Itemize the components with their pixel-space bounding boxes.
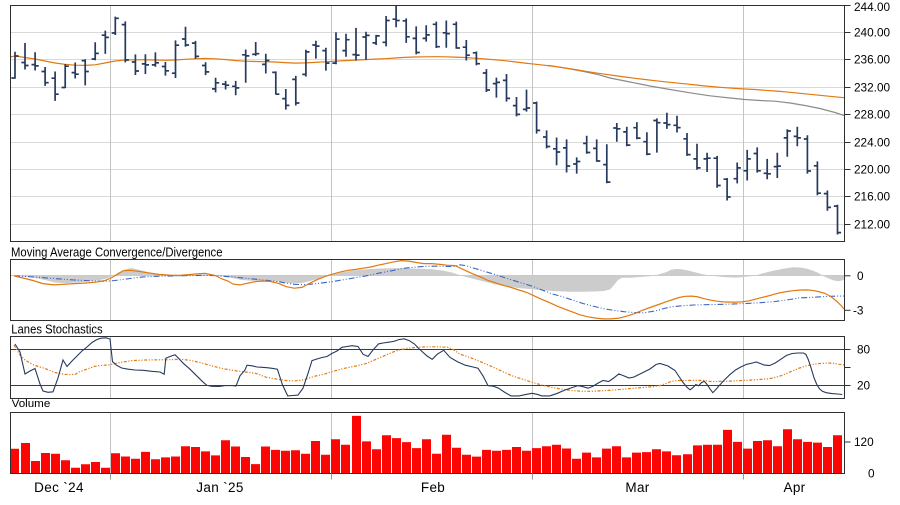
svg-text:212.00: 212.00 (854, 218, 891, 232)
svg-text:236.00: 236.00 (854, 53, 891, 67)
svg-text:Dec `24: Dec `24 (34, 480, 84, 495)
svg-text:80: 80 (857, 342, 871, 356)
svg-text:0: 0 (868, 467, 875, 481)
svg-text:Mar: Mar (625, 480, 649, 495)
svg-text:Feb: Feb (421, 480, 445, 495)
svg-text:120: 120 (854, 435, 874, 449)
svg-text:-3: -3 (853, 303, 864, 317)
svg-text:244.00: 244.00 (854, 0, 891, 14)
svg-text:Apr: Apr (783, 480, 805, 495)
svg-text:240.00: 240.00 (854, 26, 891, 40)
svg-text:216.00: 216.00 (854, 190, 891, 204)
svg-text:Lanes Stochastics: Lanes Stochastics (11, 322, 103, 337)
svg-text:Jan `25: Jan `25 (196, 480, 243, 495)
svg-text:224.00: 224.00 (854, 136, 891, 150)
svg-text:232.00: 232.00 (854, 81, 891, 95)
svg-text:Moving Average Convergence/Div: Moving Average Convergence/Divergence (11, 244, 223, 259)
svg-text:220.00: 220.00 (854, 163, 891, 177)
svg-text:0: 0 (857, 269, 864, 283)
svg-text:Volume: Volume (12, 398, 51, 410)
svg-text:228.00: 228.00 (854, 108, 891, 122)
svg-text:20: 20 (857, 378, 871, 392)
